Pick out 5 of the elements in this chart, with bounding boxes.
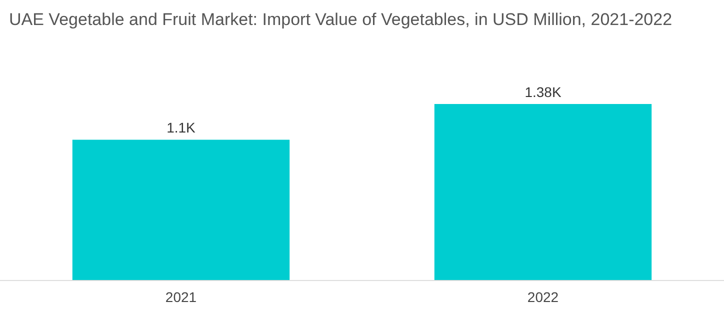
data-label: 1.1K bbox=[166, 120, 196, 136]
x-tick-label: 2022 bbox=[527, 289, 559, 305]
chart-title: UAE Vegetable and Fruit Market: Import Value of Vegetables, in USD Million, 2021-2022 bbox=[9, 10, 672, 29]
x-tick-label: 2021 bbox=[165, 289, 197, 305]
data-label: 1.38K bbox=[524, 84, 562, 100]
